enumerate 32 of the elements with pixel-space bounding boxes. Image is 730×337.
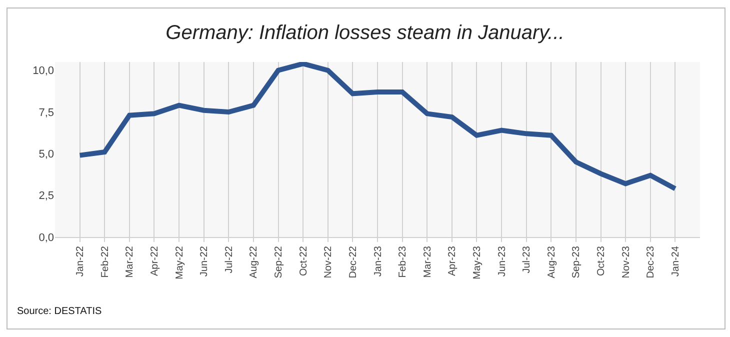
x-tick-label: Nov-22	[323, 246, 334, 278]
x-tick-label: Jan-23	[372, 246, 384, 277]
x-tick-label: Feb-22	[100, 246, 111, 278]
x-tick-label: Jul-22	[224, 246, 235, 274]
x-tick-label: Sep-22	[274, 246, 285, 278]
x-tick-label: Aug-23	[546, 246, 558, 278]
x-tick-label: Aug-22	[248, 246, 260, 278]
y-tick-label: 7,5	[38, 106, 54, 119]
x-tick-label: Sep-23	[571, 246, 582, 278]
source-note: Source: DESTATIS	[17, 306, 102, 317]
y-tick-label: 0,0	[38, 232, 54, 244]
x-tick-label: May-23	[472, 246, 483, 280]
chart-title: Germany: Inflation losses steam in January...	[166, 22, 564, 44]
x-tick-label: Dec-23	[646, 246, 657, 278]
x-tick-label: Jan-22	[75, 246, 86, 277]
y-tick-label: 2,5	[38, 190, 54, 202]
x-tick-label: Jan-24	[670, 246, 682, 277]
x-tick-label: Jul-23	[522, 246, 533, 274]
x-tick-label: Apr-23	[447, 246, 458, 276]
y-tick-label: 5,0	[38, 148, 54, 161]
x-tick-label: Nov-23	[620, 246, 632, 278]
y-tick-label: 10,0	[32, 65, 54, 78]
x-tick-label: Jun-22	[199, 246, 210, 277]
x-tick-label: May-22	[174, 246, 186, 280]
x-tick-label: Oct-22	[298, 246, 310, 276]
x-tick-label: Mar-23	[422, 246, 434, 278]
x-tick-label: Jun-23	[496, 246, 508, 277]
x-tick-label: Apr-22	[149, 246, 160, 276]
x-tick-label: Dec-22	[348, 246, 359, 278]
x-tick-label: Oct-23	[596, 246, 608, 276]
x-tick-label: Feb-23	[398, 246, 409, 278]
x-tick-label: Mar-22	[124, 246, 136, 278]
